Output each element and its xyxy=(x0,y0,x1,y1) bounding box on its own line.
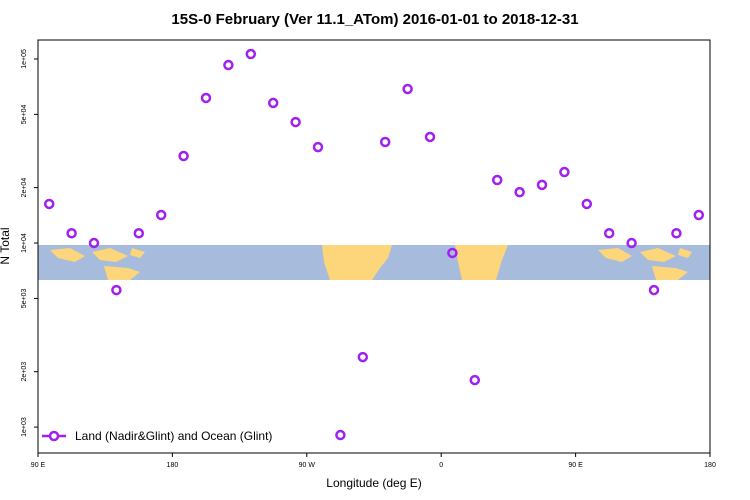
y-tick-label: 5e+03 xyxy=(21,288,28,308)
data-point xyxy=(671,228,682,239)
data-point xyxy=(693,209,705,221)
legend-label: Land (Nadir&Glint) and Ocean (Glint) xyxy=(75,429,272,443)
y-tick-label: 5e+04 xyxy=(21,104,28,124)
data-point xyxy=(290,116,301,128)
x-tick-label: 90 E xyxy=(31,462,46,469)
y-tick-label: 2e+04 xyxy=(21,178,28,198)
x-tick-label: 180 xyxy=(167,462,179,469)
data-point xyxy=(245,48,257,60)
data-point xyxy=(559,166,570,178)
data-point xyxy=(424,131,436,143)
data-point xyxy=(447,247,458,259)
data-point xyxy=(536,179,548,191)
data-point xyxy=(648,284,660,296)
legend: Land (Nadir&Glint) and Ocean (Glint) xyxy=(42,429,272,443)
x-tick-label: 180 xyxy=(704,462,716,469)
y-tick-label: 1e+05 xyxy=(21,49,28,69)
data-point xyxy=(43,198,55,210)
data-point xyxy=(66,228,77,239)
data-point xyxy=(491,174,503,186)
x-axis-label: Longitude (deg E) xyxy=(326,476,421,490)
data-point xyxy=(88,237,100,249)
data-point xyxy=(200,92,212,104)
map-strip xyxy=(38,245,710,280)
data-point xyxy=(603,228,615,239)
data-point xyxy=(402,83,413,95)
x-tick-label: 0 xyxy=(439,462,443,469)
data-point xyxy=(223,59,234,71)
legend-marker xyxy=(48,430,60,442)
data-point xyxy=(335,429,346,441)
data-point xyxy=(155,209,167,221)
data-point xyxy=(379,136,391,148)
data-point xyxy=(357,351,369,363)
chart-title: 15S-0 February (Ver 11.1_ATom) 2016-01-0… xyxy=(171,11,578,28)
data-point xyxy=(267,97,279,109)
data-point xyxy=(133,228,145,239)
x-tick-label: 90 E xyxy=(568,462,583,469)
plot-frame xyxy=(37,39,711,454)
y-tick-label: 1e+04 xyxy=(21,233,28,253)
data-point xyxy=(469,374,481,386)
x-tick-label: 90 W xyxy=(299,462,316,469)
data-point xyxy=(514,186,525,198)
data-point xyxy=(312,141,324,153)
data-point xyxy=(178,150,189,162)
y-tick-label: 2e+03 xyxy=(21,362,28,382)
data-point xyxy=(581,198,593,210)
data-point xyxy=(111,284,122,296)
y-axis-label: N Total xyxy=(0,227,12,264)
y-tick-label: 1e+03 xyxy=(21,417,28,437)
data-point xyxy=(626,237,637,249)
